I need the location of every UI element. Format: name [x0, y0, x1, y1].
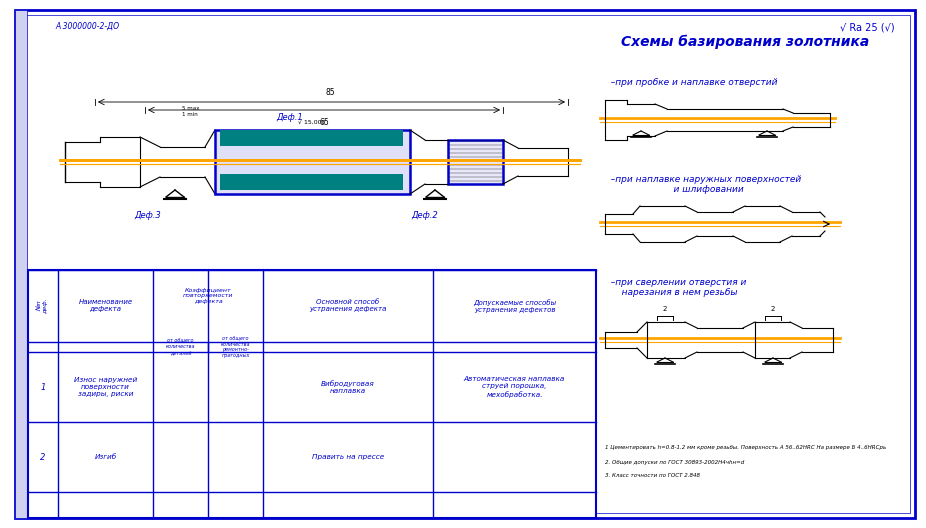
Bar — [220, 174, 403, 190]
Bar — [28, 270, 596, 518]
Text: 2: 2 — [41, 452, 45, 461]
Text: 2: 2 — [770, 306, 775, 312]
Text: Допускаемые способы
устранения дефектов: Допускаемые способы устранения дефектов — [473, 299, 556, 313]
Text: 65: 65 — [319, 118, 329, 127]
Text: 85: 85 — [325, 88, 335, 97]
Text: Основной способ
устранения дефекта: Основной способ устранения дефекта — [309, 299, 387, 313]
Text: –при сверлении отверстия и
   нарезания в нем резьбы: –при сверлении отверстия и нарезания в н… — [605, 278, 746, 297]
Text: 1 Цементировать h=0.8-1.2 мм кроме резьбы. Поверхность A 56..62HRC На размере Б : 1 Цементировать h=0.8-1.2 мм кроме резьб… — [605, 445, 886, 450]
Text: Деф.1: Деф.1 — [277, 112, 304, 121]
Text: от общего
количества
ремонтно-
пригодных: от общего количества ремонтно- пригодных — [220, 336, 250, 358]
Text: Коэффициент
повторяемости
дефекта: Коэффициент повторяемости дефекта — [182, 288, 233, 304]
Bar — [15, 10, 27, 518]
Text: Схемы базирования золотника: Схемы базирования золотника — [620, 35, 870, 49]
Bar — [215, 130, 410, 194]
Text: √ 15,000: √ 15,000 — [298, 119, 326, 125]
Text: А 3000000-2-ДО: А 3000000-2-ДО — [55, 22, 119, 31]
Text: №п
деф.: №п деф. — [38, 298, 48, 314]
Text: от общего
количества
деталей: от общего количества деталей — [166, 338, 195, 355]
Text: Изгиб: Изгиб — [94, 454, 117, 460]
Text: Вибродуговая
наплавка: Вибродуговая наплавка — [321, 380, 375, 394]
Bar — [220, 130, 403, 146]
Text: Деф.2: Деф.2 — [412, 211, 438, 220]
Text: 2: 2 — [663, 306, 668, 312]
Text: √ Ra 25 (√): √ Ra 25 (√) — [841, 22, 895, 32]
Text: Автоматическая наплавка
струей порошка,
мехобработка.: Автоматическая наплавка струей порошка, … — [464, 376, 565, 398]
Text: 1 min: 1 min — [182, 111, 198, 117]
Text: 2. Общие допуски по ГОСТ 30893-2002H4чhн=d: 2. Общие допуски по ГОСТ 30893-2002H4чhн… — [605, 460, 745, 465]
Text: 3. Класс точности по ГОСТ 2.848: 3. Класс точности по ГОСТ 2.848 — [605, 473, 700, 478]
Text: 1: 1 — [41, 382, 45, 391]
Bar — [448, 140, 503, 184]
Text: –при пробке и наплавке отверстий: –при пробке и наплавке отверстий — [605, 78, 778, 87]
Text: 5 max: 5 max — [182, 106, 199, 110]
Text: Износ наружней
поверхности
задиры, риски: Износ наружней поверхности задиры, риски — [74, 377, 137, 397]
Text: Править на прессе: Править на прессе — [312, 454, 384, 460]
Text: –при наплавке наружных поверхностей
    и шлифовании: –при наплавке наружных поверхностей и шл… — [605, 175, 801, 194]
Text: Наименование
дефекта: Наименование дефекта — [79, 299, 132, 313]
Text: Деф.3: Деф.3 — [134, 211, 161, 220]
